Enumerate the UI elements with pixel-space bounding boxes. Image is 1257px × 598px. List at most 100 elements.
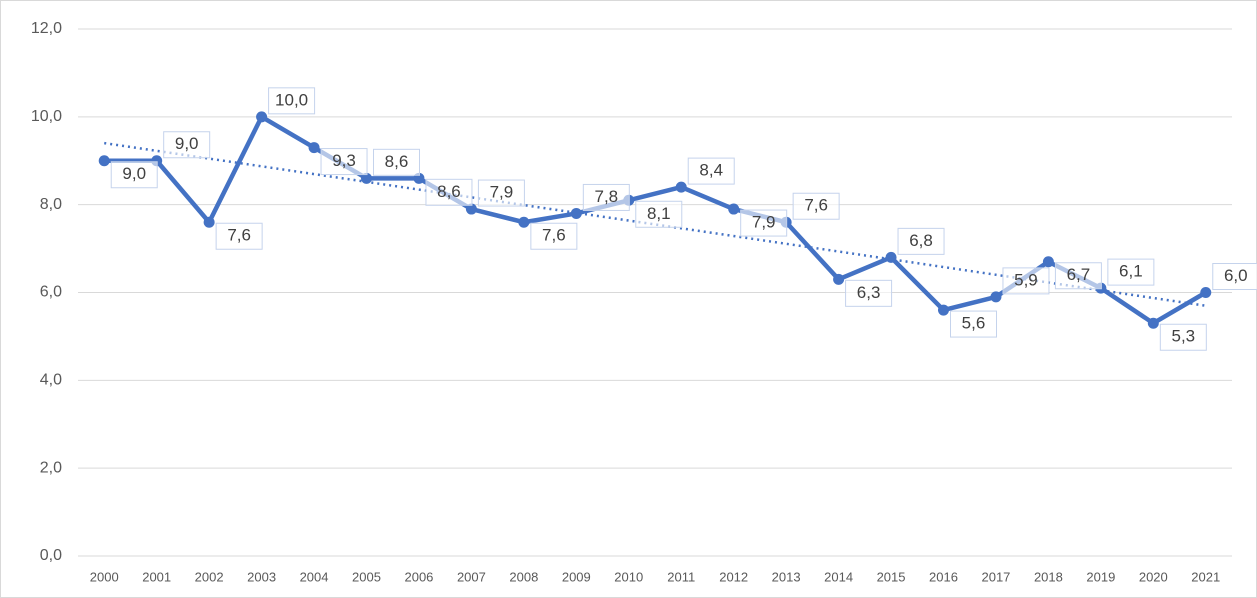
x-tick-label: 2011	[667, 569, 695, 584]
y-tick-label: 6,0	[40, 284, 62, 301]
data-label: 8,6	[385, 152, 409, 171]
data-label-group: 9,3	[320, 148, 368, 176]
data-label-box	[530, 222, 578, 250]
data-point	[570, 207, 582, 219]
data-label: 6,8	[909, 231, 933, 250]
data-label-box	[687, 157, 735, 185]
data-label-box	[1054, 262, 1102, 290]
data-label-box	[425, 178, 473, 206]
data-point	[675, 181, 687, 193]
data-label: 8,4	[699, 161, 723, 180]
data-label: 9,0	[122, 164, 146, 183]
data-label-group: 6,8	[897, 227, 945, 255]
data-label: 9,3	[332, 151, 356, 170]
data-point	[256, 111, 268, 123]
data-label-group: 8,4	[687, 157, 735, 185]
data-label-box	[373, 148, 420, 176]
data-label: 9,0	[175, 134, 199, 153]
x-tick-label: 2008	[509, 569, 538, 584]
data-label-group: 6,7	[1054, 262, 1102, 290]
data-point	[728, 203, 740, 215]
data-label-group: 7,6	[792, 192, 840, 220]
x-tick-label: 2021	[1191, 569, 1220, 584]
data-label: 7,6	[542, 226, 566, 245]
data-label-box	[950, 310, 997, 338]
data-label-group: 7,9	[477, 179, 525, 207]
x-tick-label: 2020	[1139, 569, 1168, 584]
data-label-box	[268, 87, 316, 115]
data-label-box	[163, 131, 211, 159]
data-point	[938, 304, 949, 316]
data-label: 7,8	[594, 187, 618, 206]
data-label-box	[582, 183, 630, 211]
x-tick-label: 2010	[614, 569, 643, 584]
x-tick-label: 2001	[142, 569, 171, 584]
data-label: 5,9	[1014, 270, 1038, 289]
x-tick-label: 2017	[981, 569, 1010, 584]
data-label-box	[897, 227, 945, 255]
data-label: 10,0	[275, 90, 308, 109]
x-tick-label: 2019	[1086, 569, 1115, 584]
data-label: 7,6	[227, 226, 251, 245]
data-point	[518, 216, 530, 228]
data-label-group: 7,8	[582, 183, 630, 211]
x-tick-label: 2013	[772, 569, 801, 584]
data-point	[465, 203, 477, 215]
data-label-box	[215, 222, 263, 250]
x-tick-label: 2018	[1034, 569, 1063, 584]
x-tick-label: 2007	[457, 569, 486, 584]
data-label: 5,6	[962, 314, 986, 333]
y-tick-label: 8,0	[40, 196, 62, 213]
x-tick-label: 2016	[929, 569, 958, 584]
y-tick-label: 12,0	[31, 20, 62, 37]
data-label-box	[110, 161, 158, 189]
data-label-group: 8,1	[635, 200, 683, 228]
data-label: 7,9	[752, 213, 776, 232]
data-label: 7,6	[804, 196, 828, 215]
data-label-group: 8,6	[425, 178, 473, 206]
data-label: 6,7	[1067, 265, 1091, 284]
data-label: 6,0	[1224, 266, 1248, 285]
data-label-group: 7,9	[740, 209, 788, 237]
data-label-box	[1002, 267, 1050, 295]
data-label-group: 6,1	[1107, 258, 1155, 286]
data-label: 8,1	[647, 204, 671, 223]
data-label-box	[320, 148, 368, 176]
x-tick-label: 2000	[90, 569, 119, 584]
x-tick-label: 2005	[352, 569, 381, 584]
data-point	[833, 273, 845, 285]
data-label-box	[1159, 323, 1207, 351]
data-point	[361, 172, 372, 184]
data-label: 5,3	[1171, 327, 1195, 346]
data-label-group: 5,9	[1002, 267, 1050, 295]
x-tick-label: 2002	[195, 569, 224, 584]
data-label-group: 7,6	[530, 222, 578, 250]
data-label-group: 10,0	[268, 87, 316, 115]
data-label-group: 8,6	[373, 148, 420, 176]
y-tick-label: 0,0	[40, 547, 62, 564]
data-label: 7,9	[490, 183, 514, 202]
data-label-box	[1212, 263, 1257, 290]
data-label-box	[792, 192, 840, 220]
data-point	[1200, 287, 1212, 298]
data-label-group: 6,3	[845, 279, 893, 307]
x-tick-label: 2006	[404, 569, 433, 584]
data-label-box	[635, 200, 683, 228]
data-point	[1042, 256, 1054, 268]
x-tick-label: 2012	[719, 569, 748, 584]
y-tick-label: 4,0	[40, 372, 62, 389]
data-label-box	[477, 179, 525, 207]
data-label-box	[1107, 258, 1155, 286]
data-label-group: 5,6	[950, 310, 997, 338]
data-label: 6,3	[857, 283, 881, 302]
data-point	[1147, 317, 1159, 329]
x-tick-label: 2004	[300, 569, 329, 584]
data-point	[990, 291, 1002, 303]
y-tick-label: 2,0	[40, 459, 62, 476]
x-tick-label: 2009	[562, 569, 591, 584]
data-point	[308, 142, 320, 154]
data-label-group: 9,0	[163, 131, 211, 159]
data-label-group: 5,3	[1159, 323, 1207, 351]
data-point	[98, 155, 110, 167]
